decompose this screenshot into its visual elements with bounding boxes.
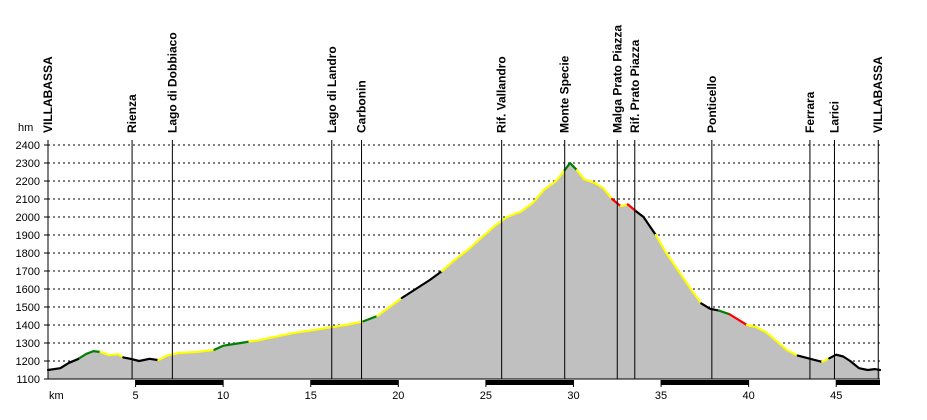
profile-segment-black-19 [700,302,720,312]
y-tick-label-1600: 1600 [16,284,40,296]
waypoint-label-rif-prato-piazza: Rif. Prato Piazza [628,39,642,133]
profile-segment-yellow-22 [745,323,799,357]
profile-segment-black-3 [122,356,160,363]
x-tick-label-45: 45 [830,390,842,402]
y-tick-label-2100: 2100 [16,194,40,206]
waypoint-label-lago-di-landro: Lago di Landro [325,46,339,133]
profile-segment-yellow-11 [542,169,566,192]
waypoint-label-carbonin: Carbonin [355,80,369,133]
waypoint-label-lago-di-dobbiaco: Lago di Dobbiaco [165,32,179,133]
waypoint-label-malga-prato-piazza: Malga Prato Piazza [610,25,624,133]
y-axis-label: hm [18,122,33,134]
y-tick-label-1900: 1900 [16,230,40,242]
y-tick-label-1100: 1100 [16,374,40,386]
y-tick-label-1300: 1300 [16,338,40,350]
y-tick-label-2000: 2000 [16,212,40,224]
km-bar-dark-0 [135,380,224,385]
waypoint-label-ponticello: Ponticello [705,76,719,133]
waypoint-label-ferrara: Ferrara [803,91,817,133]
km-bar-dark-3 [661,380,749,385]
x-axis: 5 10 15 20 25 30 35 40 45 [48,378,880,402]
y-tick-label-2300: 2300 [16,158,40,170]
profile-segment-green-12 [563,161,579,172]
waypoint-label-rienza: Rienza [125,94,139,133]
profile-segment-green-1 [78,350,102,360]
profile-segment-yellow-13 [575,169,614,201]
y-tick-label-1400: 1400 [16,320,40,332]
x-tick-label-25: 25 [480,390,492,402]
elevation-area [48,163,880,379]
profile-segment-black-0 [46,357,81,372]
profile-segment-black-9 [400,269,444,300]
waypoint-label-rif-vallandro: Rif. Vallandro [495,56,509,133]
profile-segment-yellow-8 [376,296,403,318]
elevation-fill [48,163,880,379]
y-tick-label-1200: 1200 [16,356,40,368]
profile-segment-green-20 [717,309,731,316]
y-tick-label-1700: 1700 [16,266,40,278]
waypoint-markers: VILLABASSA Rienza Lago di Dobbiaco Lago di … [41,25,885,379]
profile-segment-green-7 [362,314,379,323]
profile-segment-yellow-6 [248,320,365,343]
km-bar-dark-1 [310,380,399,385]
profile-segment-black-17 [635,210,657,237]
waypoint-label-villabassa: VILLABASSA [41,56,55,133]
x-tick-label-15: 15 [305,390,317,402]
km-bar-dark-2 [485,380,574,385]
profile-segment-red-14 [610,197,622,208]
profile-segment-yellow-24 [821,357,831,363]
waypoint-label-larici: Larici [827,101,841,133]
y-axis: 1100 1200 1300 1400 1500 1600 1700 1800 1900 2000… [16,140,49,386]
profile-segment-black-25 [828,353,882,372]
profile-segment-yellow-4 [157,348,216,362]
y-tick-label-1500: 1500 [16,302,40,314]
x-axis-label: km [49,390,64,402]
y-tick-label-2200: 2200 [16,176,40,188]
x-tick-label-40: 40 [743,390,755,402]
profile-segment-red-21 [728,313,748,327]
x-tick-label-5: 5 [133,390,139,402]
x-tick-label-30: 30 [567,390,579,402]
waypoint-label-villabassa: VILLABASSA [871,56,885,133]
profile-segment-yellow-2 [99,350,125,359]
y-tick-label-2400: 2400 [16,140,40,152]
elevation-profile-line [46,161,882,372]
profile-segment-green-5 [213,340,251,351]
profile-segment-yellow-15 [619,203,629,208]
x-tick-label-35: 35 [655,390,667,402]
y-tick-label-1800: 1800 [16,248,40,260]
x-tick-label-10: 10 [217,390,229,402]
x-tick-label-20: 20 [392,390,404,402]
profile-segment-black-23 [796,354,824,363]
waypoint-label-monte-specie: Monte Specie [558,55,572,133]
profile-segment-yellow-18 [654,233,703,305]
profile-segment-yellow-10 [441,188,545,273]
km-bar-dark-4 [836,380,880,385]
